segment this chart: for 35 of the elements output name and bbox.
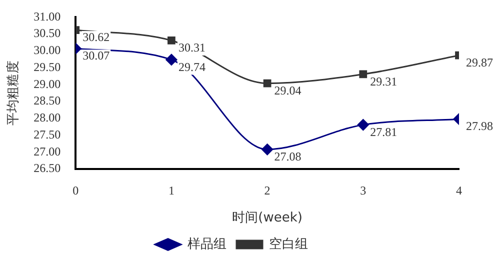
data-label: 30.31 xyxy=(178,40,206,55)
x-tick-label: 3 xyxy=(360,183,366,198)
y-tick-label: 26.50 xyxy=(34,161,61,176)
point xyxy=(168,36,176,44)
data-label: 29.31 xyxy=(370,74,398,88)
point xyxy=(263,79,272,88)
y-tick-label: 28.50 xyxy=(34,94,61,108)
data-label: 29.87 xyxy=(466,55,493,70)
data-label: 30.07 xyxy=(82,48,110,63)
legend-label: 样品组 xyxy=(188,236,226,252)
data-label: 27.81 xyxy=(370,124,398,139)
y-tick-label: 27.00 xyxy=(34,144,61,158)
y-tick-label: 29.50 xyxy=(34,60,61,74)
point xyxy=(166,54,178,66)
y-tick-label: 30.50 xyxy=(34,26,61,40)
x-tick-label: 1 xyxy=(168,183,174,198)
y-tick-label: 30.00 xyxy=(34,43,61,58)
y-tick-label: 28.00 xyxy=(34,110,61,125)
point xyxy=(262,144,274,156)
data-label: 29.04 xyxy=(274,83,302,98)
legend-label: 空白组 xyxy=(269,236,308,252)
y-tick-label: 29.00 xyxy=(34,76,61,91)
x-tick-label: 0 xyxy=(72,183,79,198)
y-axis-title: 平均粗糙度 xyxy=(5,60,22,126)
y-tick-label: 31.00 xyxy=(34,9,61,24)
x-axis-title: 时间(week) xyxy=(232,210,302,226)
data-label: 29.74 xyxy=(178,60,206,74)
y-tick-label: 27.50 xyxy=(34,127,61,142)
data-label: 27.98 xyxy=(466,119,493,134)
point xyxy=(359,70,368,78)
x-tick-label: 2 xyxy=(264,183,270,198)
data-label: 27.08 xyxy=(274,150,302,164)
point xyxy=(357,119,369,131)
data-label: 30.62 xyxy=(82,30,110,44)
x-tick-label: 4 xyxy=(456,183,462,198)
